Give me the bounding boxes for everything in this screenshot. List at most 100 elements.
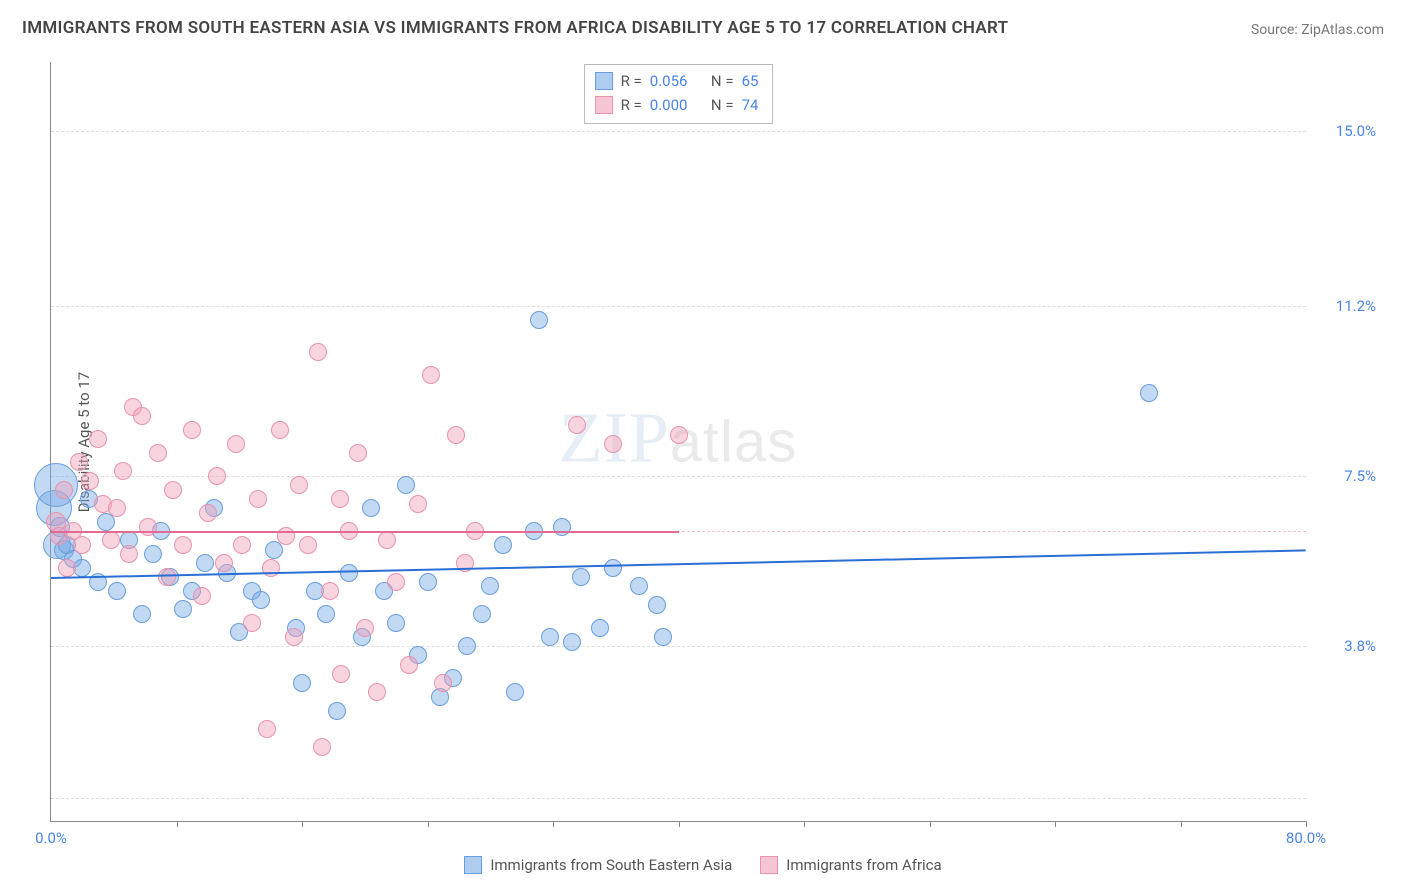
legend-item-blue: Immigrants from South Eastern Asia (464, 856, 732, 874)
data-point (481, 577, 499, 595)
x-tick (428, 821, 429, 827)
chart-title: IMMIGRANTS FROM SOUTH EASTERN ASIA VS IM… (22, 18, 1008, 38)
data-point (293, 674, 311, 692)
data-point (309, 343, 327, 361)
x-tick (804, 821, 805, 827)
data-point (199, 504, 217, 522)
data-point (447, 426, 465, 444)
data-point (108, 499, 126, 517)
data-point (58, 559, 76, 577)
x-tick (679, 821, 680, 827)
data-point (258, 720, 276, 738)
data-point (233, 536, 251, 554)
legend-label: Immigrants from Africa (786, 856, 941, 874)
data-point (81, 472, 99, 490)
data-point (144, 545, 162, 563)
data-point (572, 568, 590, 586)
trend-line (51, 531, 679, 533)
data-point (591, 619, 609, 637)
data-point (340, 564, 358, 582)
y-tick-label: 7.5% (1316, 467, 1376, 485)
swatch-pink-icon (760, 856, 778, 874)
data-point (604, 435, 622, 453)
bottom-legend: Immigrants from South Eastern Asia Immig… (0, 856, 1406, 874)
legend-item-pink: Immigrants from Africa (760, 856, 941, 874)
data-point (1140, 384, 1158, 402)
data-point (70, 453, 88, 471)
data-point (349, 444, 367, 462)
data-point (227, 435, 245, 453)
n-value: 74 (742, 93, 759, 117)
r-label: R = (621, 93, 642, 117)
data-point (55, 481, 73, 499)
data-point (419, 573, 437, 591)
data-point (541, 628, 559, 646)
gridline (51, 476, 1306, 477)
data-point (243, 614, 261, 632)
data-point (654, 628, 672, 646)
data-point (648, 596, 666, 614)
x-tick (553, 821, 554, 827)
data-point (114, 462, 132, 480)
data-point (321, 582, 339, 600)
x-tick (930, 821, 931, 827)
data-point (133, 605, 151, 623)
gridline (51, 646, 1306, 647)
data-point (434, 674, 452, 692)
data-point (317, 605, 335, 623)
data-point (133, 407, 151, 425)
data-point (378, 531, 396, 549)
gridline (51, 306, 1306, 307)
gridline (51, 798, 1306, 799)
data-point (290, 476, 308, 494)
data-point (265, 541, 283, 559)
data-point (473, 605, 491, 623)
x-tick (1181, 821, 1182, 827)
y-tick-label: 3.8% (1316, 637, 1376, 655)
r-value: 0.056 (650, 69, 688, 93)
data-point (604, 559, 622, 577)
data-point (331, 490, 349, 508)
y-tick-label: 15.0% (1316, 122, 1376, 140)
data-point (356, 619, 374, 637)
data-point (670, 426, 688, 444)
n-label: N = (711, 93, 734, 117)
data-point (387, 614, 405, 632)
x-tick-label: 0.0% (35, 829, 67, 847)
data-point (409, 495, 427, 513)
swatch-pink-icon (595, 96, 613, 114)
gridline (51, 131, 1306, 132)
data-point (277, 527, 295, 545)
data-point (397, 476, 415, 494)
data-point (387, 573, 405, 591)
stats-row-blue: R = 0.056 N = 65 (595, 69, 759, 93)
legend-label: Immigrants from South Eastern Asia (490, 856, 732, 874)
swatch-blue-icon (595, 72, 613, 90)
n-label: N = (711, 69, 734, 93)
plot-region: R = 0.056 N = 65 R = 0.000 N = 74 3.8%7.… (50, 62, 1306, 822)
data-point (313, 738, 331, 756)
x-tick (177, 821, 178, 827)
y-tick-label: 11.2% (1316, 297, 1376, 315)
data-point (494, 536, 512, 554)
data-point (102, 531, 120, 549)
data-point (422, 366, 440, 384)
data-point (530, 311, 548, 329)
data-point (285, 628, 303, 646)
source-label: Source: ZipAtlas.com (1251, 22, 1384, 38)
stats-row-pink: R = 0.000 N = 74 (595, 93, 759, 117)
data-point (630, 577, 648, 595)
data-point (120, 545, 138, 563)
data-point (108, 582, 126, 600)
data-point (215, 554, 233, 572)
data-point (400, 656, 418, 674)
data-point (332, 665, 350, 683)
data-point (563, 633, 581, 651)
x-tick (1055, 821, 1056, 827)
data-point (208, 467, 226, 485)
data-point (506, 683, 524, 701)
data-point (149, 444, 167, 462)
data-point (193, 587, 211, 605)
trend-line (51, 550, 1306, 580)
swatch-blue-icon (464, 856, 482, 874)
